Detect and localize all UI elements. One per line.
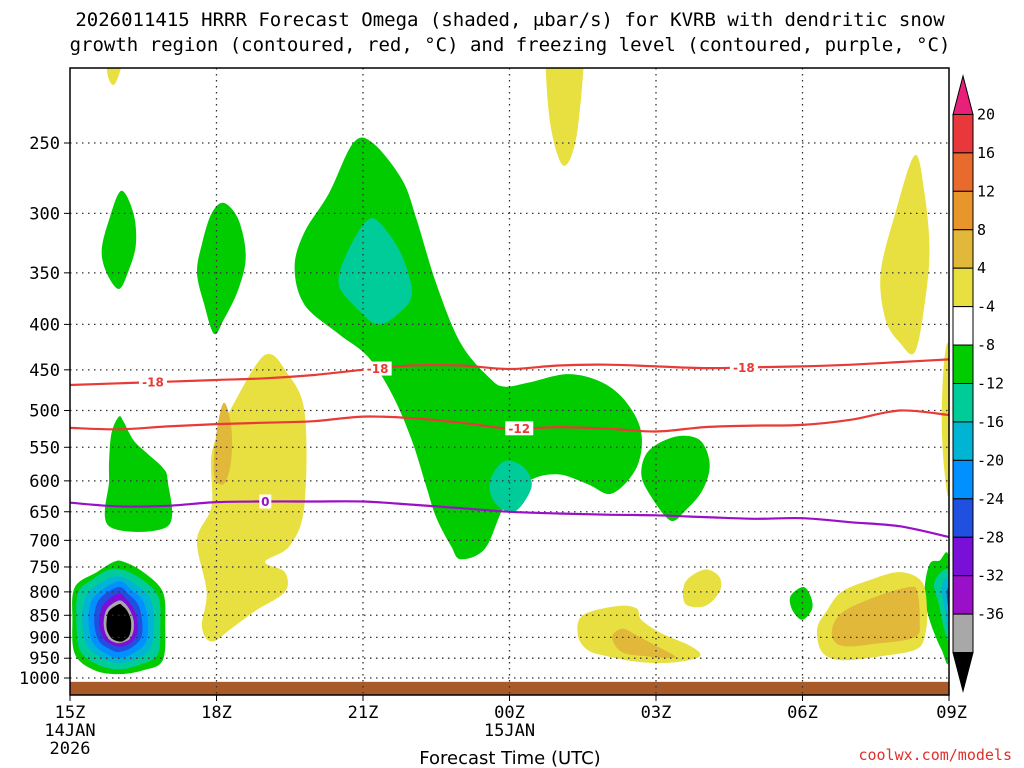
contour-0 (70, 500, 949, 539)
omega-shading-layer (72, 68, 949, 675)
contour-label-1-0: -12 (508, 422, 530, 436)
omega-region-14 (941, 342, 949, 497)
contour-label-0-2: -18 (733, 361, 755, 375)
y-tick-label: 700 (29, 531, 60, 551)
omega-region-2 (196, 202, 246, 335)
colorbar-swatch-15 (952, 652, 974, 693)
x-tick-label: 09Z (936, 703, 967, 723)
y-tick-label: 900 (29, 628, 60, 648)
x-tick-label: 18Z (201, 703, 232, 723)
omega-region-11 (545, 68, 584, 166)
omega-region-3 (104, 416, 173, 532)
colorbar-swatch-10 (952, 459, 974, 500)
omega-region-5 (789, 586, 813, 620)
colorbar-label: 4 (977, 259, 986, 277)
colorbar-swatch-8 (952, 383, 974, 423)
y-tick-label: 550 (29, 438, 60, 458)
contour-label-bg (505, 421, 534, 436)
colorbar-label: 12 (977, 182, 995, 200)
colorbar-label: -4 (977, 298, 995, 316)
colorbar-label: 8 (977, 221, 986, 239)
colorbar-swatch-6 (952, 306, 974, 346)
x-tick-label: 03Z (641, 703, 672, 723)
colorbar-label: -36 (977, 605, 1004, 623)
y-tick-label: 400 (29, 315, 60, 335)
colorbar-swatch-14 (952, 613, 974, 654)
colorbar-label: -8 (977, 336, 995, 354)
x-tick-label: 00Z (494, 703, 525, 723)
colorbar-label: -16 (977, 413, 1004, 431)
colorbar-swatch-11 (952, 498, 974, 538)
omega-region-4 (641, 435, 710, 522)
colorbar-swatch-0 (952, 74, 974, 115)
contour-label-bg (139, 375, 168, 390)
omega-region-8 (489, 460, 532, 513)
contour-labels: -18 -18 -18 -12 0 (139, 360, 758, 509)
colorbar-label: 16 (977, 144, 995, 162)
x-tick-date: 14JAN (44, 721, 95, 741)
omega-region-13 (880, 154, 930, 355)
colorbar-label: -24 (977, 490, 1004, 508)
contour--18 (70, 358, 949, 387)
contour-label-0-0: -18 (142, 376, 164, 390)
y-tick-label: 1000 (19, 669, 60, 689)
colorbar-swatch-13 (952, 575, 974, 615)
omega-region-10 (106, 68, 121, 85)
colorbar-label: -28 (977, 528, 1004, 546)
colorbar-label: -20 (977, 451, 1004, 469)
y-tick-label: 650 (29, 503, 60, 523)
y-tick-label: 750 (29, 558, 60, 578)
colorbar-label: 20 (977, 105, 995, 123)
site-credit[interactable]: coolwx.com/models (858, 746, 1012, 764)
colorbar-swatch-9 (952, 421, 974, 461)
colorbar-swatch-1 (952, 113, 974, 154)
y-tick-label: 500 (29, 402, 60, 422)
colorbar-label: -32 (977, 567, 1004, 585)
omega-region-12 (196, 353, 307, 642)
chart-title-line1: 2026011415 HRRR Forecast Omega (shaded, … (75, 9, 945, 31)
omega-region-20 (831, 586, 920, 647)
y-tick-label: 950 (29, 649, 60, 669)
omega-region-19 (612, 628, 676, 659)
terrain-strip (70, 681, 949, 695)
y-tick-label: 350 (29, 264, 60, 284)
contour-label-bg (259, 494, 272, 509)
omega-region-15 (682, 569, 722, 608)
y-tick-label: 450 (29, 361, 60, 381)
colorbar-swatch-3 (952, 190, 974, 231)
x-tick-label: 15Z (55, 703, 86, 723)
colorbar-swatch-7 (952, 344, 974, 384)
colorbar-swatch-5 (952, 267, 974, 308)
grid-lines (70, 68, 949, 695)
y-axis-ticks: 2503003504004505005506006507007508008509… (19, 134, 70, 689)
contour-label-0-1: -18 (367, 362, 389, 376)
y-tick-label: 300 (29, 204, 60, 224)
colorbar: 20 16 12 8 4 -4 -8 -12 -16 -20 -24 -28 -32 -36 (952, 74, 1004, 693)
omega-region-16 (577, 605, 701, 664)
colorbar-swatch-2 (952, 152, 974, 192)
y-tick-label: 600 (29, 472, 60, 492)
omega-region-7 (338, 218, 412, 325)
contour-label-bg (729, 360, 758, 375)
x-tick-date: 15JAN (484, 721, 535, 741)
y-tick-label: 800 (29, 583, 60, 603)
omega-region-28 (106, 604, 132, 642)
terrain-layer (70, 681, 949, 695)
omega-region-0 (294, 137, 642, 560)
colorbar-swatch-4 (952, 229, 974, 269)
contour-label-bg (363, 361, 392, 376)
x-tick-year: 2026 (50, 739, 91, 759)
x-tick-label: 21Z (348, 703, 379, 723)
colorbar-swatch-12 (952, 536, 974, 577)
colorbar-label: -12 (977, 375, 1004, 393)
omega-region-1 (101, 190, 137, 290)
x-tick-label: 06Z (787, 703, 818, 723)
contour-label-2-0: 0 (261, 495, 269, 509)
y-tick-label: 250 (29, 134, 60, 154)
y-tick-label: 850 (29, 606, 60, 626)
chart-title-line2: growth region (contoured, red, °C) and f… (70, 34, 951, 56)
x-axis-title: Forecast Time (UTC) (419, 748, 600, 768)
